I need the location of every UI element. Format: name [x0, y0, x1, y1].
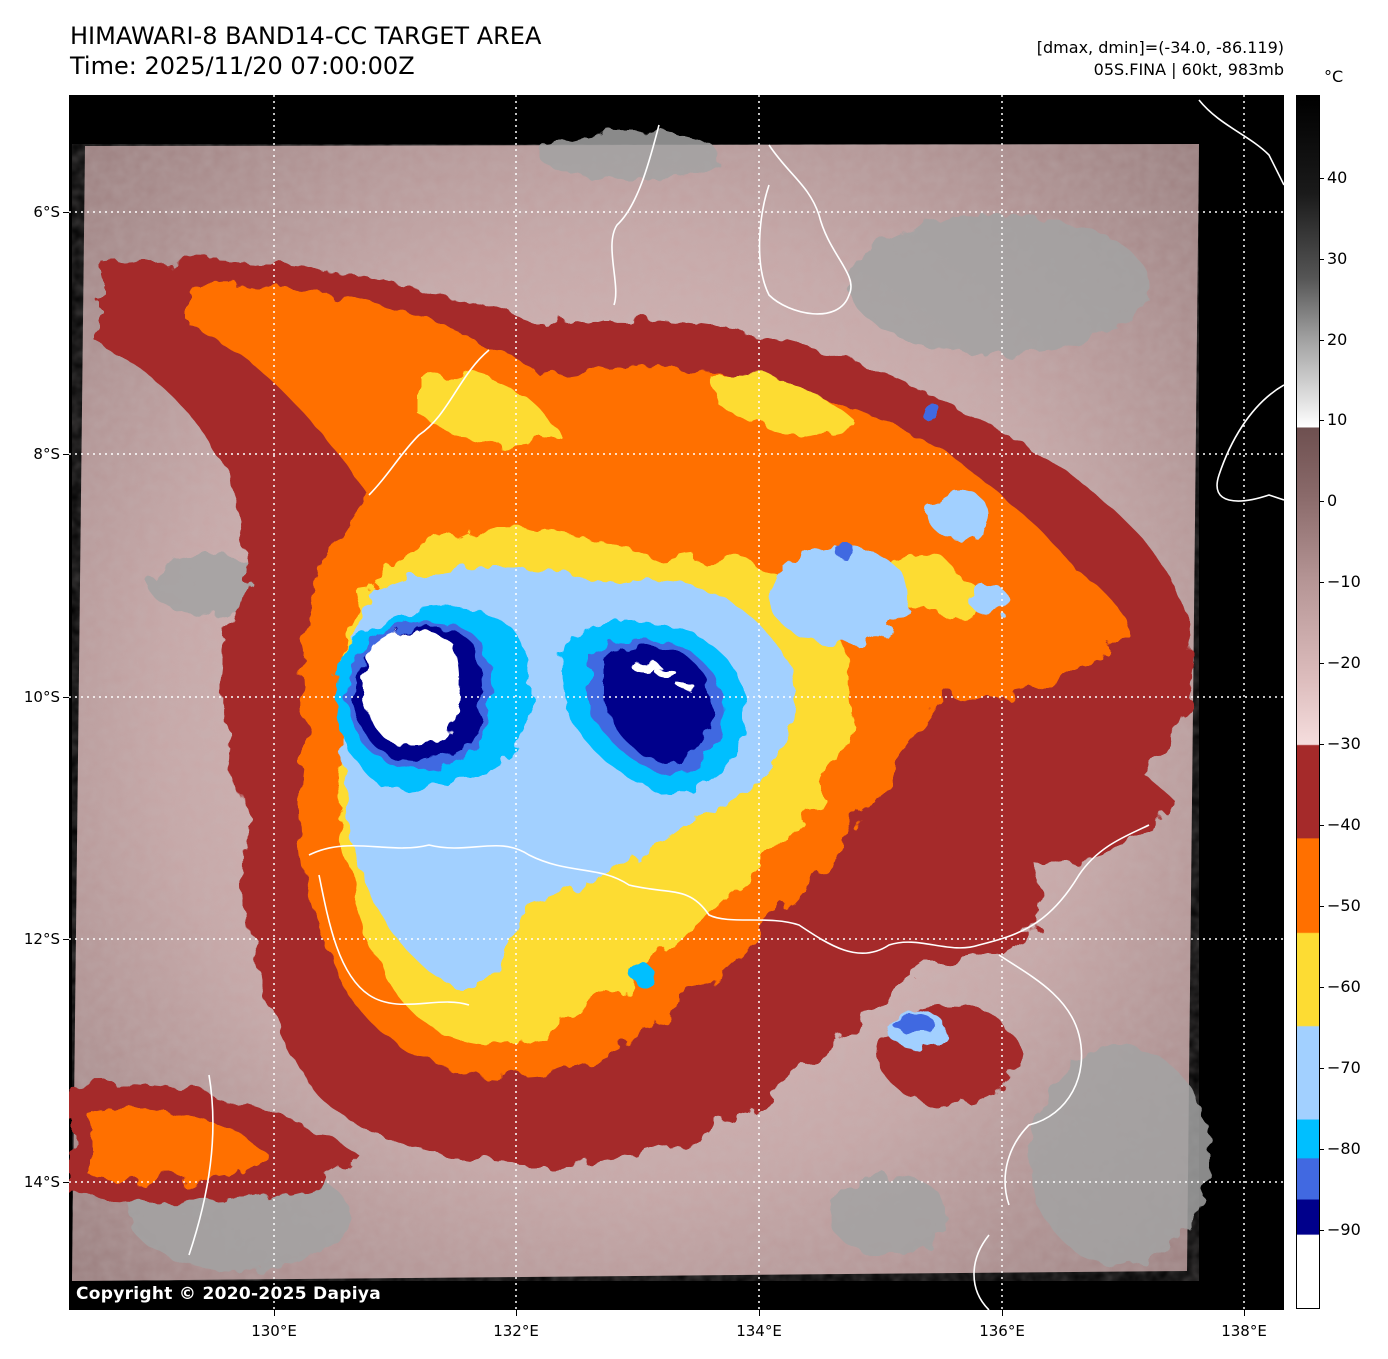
colorbar-tick [1319, 1149, 1324, 1150]
colorbar-label: 30 [1327, 249, 1348, 268]
lon-label: 138°E [1221, 1322, 1267, 1340]
lat-label: 12°S [23, 930, 60, 948]
lat-tick [63, 939, 69, 940]
colorbar-label: −60 [1327, 977, 1361, 996]
colorbar-tick [1319, 906, 1324, 907]
colorbar-tick [1319, 259, 1324, 260]
lon-label: 130°E [251, 1322, 297, 1340]
lon-tick [759, 1310, 760, 1316]
lon-label: 132°E [493, 1322, 539, 1340]
colorbar-label: 40 [1327, 168, 1348, 187]
colorbar-tick [1319, 1230, 1324, 1231]
copyright-notice: Copyright © 2020-2025 Dapiya [76, 1284, 381, 1304]
colorbar-tick [1319, 582, 1324, 583]
colorbar-label: 10 [1327, 410, 1348, 429]
coastlines [188, 99, 1284, 1310]
lon-tick [1002, 1310, 1003, 1316]
lon-label: 136°E [979, 1322, 1025, 1340]
colorbar-tick [1319, 501, 1324, 502]
colorbar-label: −70 [1327, 1058, 1361, 1077]
colorbar-tick [1319, 420, 1324, 421]
colorbar-label: 20 [1327, 330, 1348, 349]
graticule [69, 95, 1284, 1310]
colorbar-label: −20 [1327, 653, 1361, 672]
value-range-info: [dmax, dmin]=(-34.0, -86.119) [1036, 38, 1284, 57]
lat-label: 8°S [33, 445, 60, 463]
lat-tick [63, 1182, 69, 1183]
colorbar-tick [1319, 340, 1324, 341]
colorbar-label: −30 [1327, 734, 1361, 753]
lat-tick [63, 454, 69, 455]
colorbar-label: −40 [1327, 815, 1361, 834]
colorbar-tick [1319, 825, 1324, 826]
satellite-map [69, 95, 1284, 1310]
lat-tick [63, 697, 69, 698]
colorbar-tick [1319, 1068, 1324, 1069]
lat-label: 14°S [23, 1173, 60, 1191]
lon-tick [274, 1310, 275, 1316]
lat-label: 10°S [23, 688, 60, 706]
map-title: HIMAWARI-8 BAND14-CC TARGET AREA [70, 22, 542, 50]
colorbar-label: −10 [1327, 572, 1361, 591]
colorbar-unit: °C [1324, 67, 1344, 86]
lon-tick [1244, 1310, 1245, 1316]
lat-label: 6°S [33, 203, 60, 221]
colorbar-tick [1319, 987, 1324, 988]
colorbar-label: −80 [1327, 1139, 1361, 1158]
colorbar-label: −90 [1327, 1220, 1361, 1239]
lat-tick [63, 212, 69, 213]
colorbar-tick [1319, 663, 1324, 664]
map-time: Time: 2025/11/20 07:00:00Z [70, 52, 415, 80]
satellite-image [69, 95, 1284, 1310]
cloud-shield [69, 259, 1194, 1201]
colorbar [1296, 95, 1320, 1309]
colorbar-label: 0 [1327, 491, 1338, 510]
storm-info: 05S.FINA | 60kt, 983mb [1093, 60, 1284, 79]
colorbar-label: −50 [1327, 896, 1361, 915]
lon-label: 134°E [736, 1322, 782, 1340]
colorbar-tick [1319, 744, 1324, 745]
lon-tick [516, 1310, 517, 1316]
colorbar-tick [1319, 178, 1324, 179]
